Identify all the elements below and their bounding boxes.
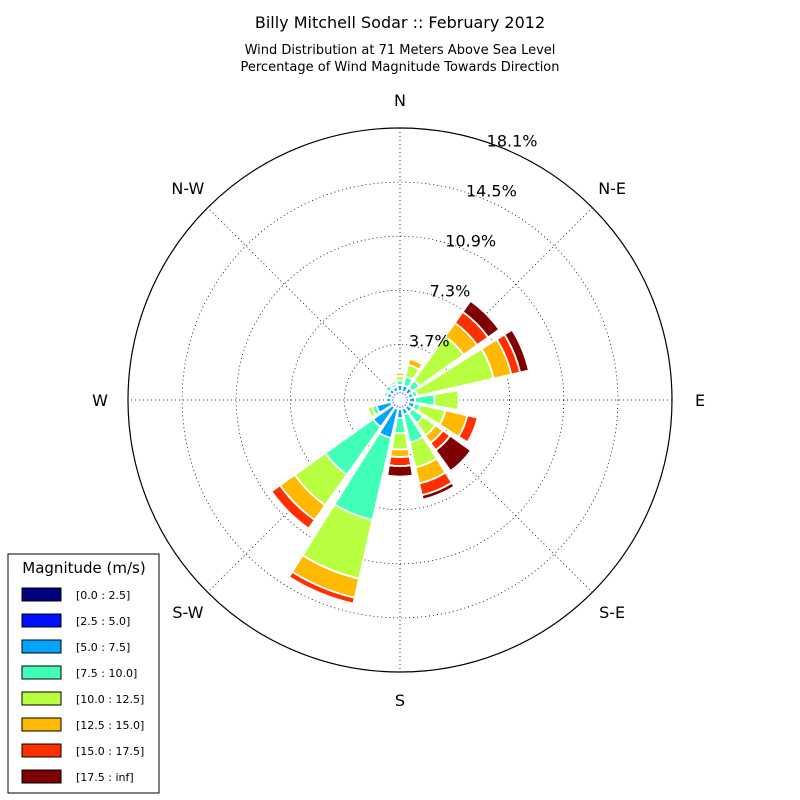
- grid-ring-4: [181, 181, 619, 619]
- wind-bars: [270, 299, 530, 605]
- chart-subtitle-line-1: Wind Distribution at 71 Meters Above Sea…: [245, 43, 556, 58]
- grid-ring-2: [289, 289, 511, 511]
- direction-label-n: N: [394, 91, 406, 110]
- legend-label-6: [15.0 : 17.5]: [76, 745, 144, 758]
- bar-dir180-bin6: [387, 455, 413, 468]
- bar-dir67.5-bin7: [503, 328, 530, 374]
- radial-tick-label-4: 14.5%: [466, 182, 517, 201]
- legend-label-5: [12.5 : 15.0]: [76, 719, 144, 732]
- legend: Magnitude (m/s) [0.0 : 2.5] [2.5 : 5.0] [5…: [7, 553, 160, 794]
- legend-label-0: [0.0 : 2.5]: [76, 589, 130, 602]
- chart-title: Billy Mitchell Sodar :: February 2012: [255, 13, 545, 32]
- legend-label-1: [2.5 : 5.0]: [76, 615, 130, 628]
- bar-dir225-bin6: [270, 484, 316, 530]
- bar-dir157.5-bin7: [420, 481, 456, 501]
- legend-swatch-4: [21, 691, 62, 706]
- legend-swatch-5: [21, 717, 62, 732]
- direction-label-n-e: N-E: [598, 179, 626, 198]
- radial-tick-label-5: 18.1%: [487, 132, 538, 151]
- radial-tick-label-2: 7.3%: [430, 282, 471, 301]
- bar-dir337.5-bin4: [388, 379, 398, 388]
- legend-swatch-1: [21, 613, 62, 628]
- bar-dir180-bin4: [390, 431, 410, 451]
- bar-dir45-bin7: [461, 299, 501, 339]
- legend-swatch-3: [21, 665, 62, 680]
- direction-label-s: S: [395, 691, 405, 710]
- direction-label-e: E: [695, 391, 705, 410]
- legend-label-3: [7.5 : 10.0]: [76, 667, 137, 680]
- legend-items: [0.0 : 2.5] [2.5 : 5.0] [5.0 : 7.5] [7.5 : …: [21, 587, 144, 784]
- chart-subtitle-line-2: Percentage of Wind Magnitude Towards Dir…: [240, 60, 559, 75]
- direction-label-w: W: [92, 391, 108, 410]
- bar-dir90-bin4: [433, 389, 460, 411]
- bar-dir247.5-bin4: [366, 405, 378, 419]
- radial-tick-label-1: 3.7%: [409, 332, 450, 351]
- bar-dir112.5-bin6: [457, 414, 479, 444]
- legend-swatch-6: [21, 743, 62, 758]
- legend-label-2: [5.0 : 7.5]: [76, 641, 130, 654]
- legend-title: Magnitude (m/s): [22, 559, 145, 577]
- legend-swatch-7: [21, 769, 62, 784]
- bar-dir0-bin5: [394, 372, 406, 378]
- radial-tick-label-3: 10.9%: [445, 232, 496, 251]
- bar-dir180-bin7: [386, 464, 414, 478]
- legend-swatch-0: [21, 587, 62, 602]
- bar-dir135-bin7: [434, 434, 473, 473]
- legend-label-7: [17.5 : inf]: [76, 771, 134, 784]
- polar-labels: N N-E E S-E S S-W W N-W 3.7% 7.3% 10.9% 14.5% 18.1%: [92, 91, 705, 710]
- outer-ring: [127, 127, 673, 673]
- legend-swatch-2: [21, 639, 62, 654]
- legend-label-4: [10.0 : 12.5]: [76, 693, 144, 706]
- bar-dir202.5-bin6: [287, 570, 356, 605]
- bar-dir22.5-bin5: [406, 357, 424, 371]
- direction-label-s-w: S-W: [172, 603, 203, 622]
- direction-label-n-w: N-W: [171, 179, 204, 198]
- direction-label-s-e: S-E: [599, 603, 625, 622]
